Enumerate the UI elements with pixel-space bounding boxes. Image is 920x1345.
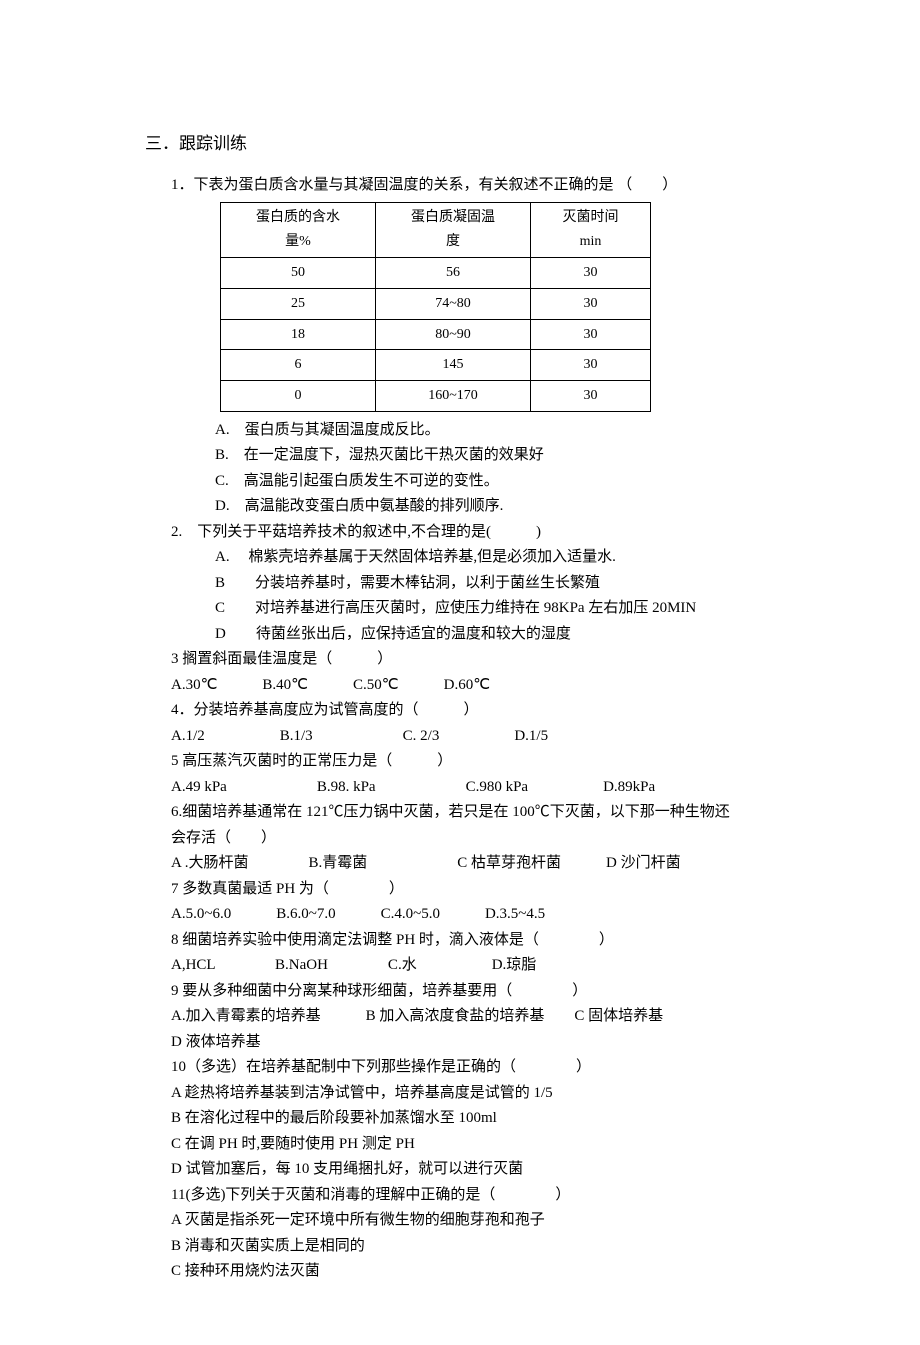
q10-option: D 试管加塞后，每 10 支用绳捆扎好，就可以进行灭菌	[145, 1157, 775, 1183]
q11-option: B 消毒和灭菌实质上是相同的	[145, 1234, 775, 1260]
q1-option: C. 高温能引起蛋白质发生不可逆的变性。	[145, 469, 775, 495]
q1-stem: 1．下表为蛋白质含水量与其凝固温度的关系，有关叙述不正确的是 （ ）	[145, 173, 775, 199]
q10-option: B 在溶化过程中的最后阶段要补加蒸馏水至 100ml	[145, 1106, 775, 1132]
q10-option: A 趁热将培养基装到洁净试管中，培养基高度是试管的 1/5	[145, 1081, 775, 1107]
table-cell: 50	[221, 257, 376, 288]
table-cell: 25	[221, 288, 376, 319]
q9-stem: 9 要从多种细菌中分离某种球形细菌，培养基要用（ ）	[145, 979, 775, 1005]
q3-choices: A.30℃ B.40℃ C.50℃ D.60℃	[145, 673, 775, 699]
q4-stem: 4．分装培养基高度应为试管高度的（ ）	[145, 698, 775, 724]
q6-stem: 会存活（ ）	[145, 826, 775, 852]
q5-stem: 5 高压蒸汽灭菌时的正常压力是（ ）	[145, 749, 775, 775]
q11-option: A 灭菌是指杀死一定环境中所有微生物的细胞芽孢和孢子	[145, 1208, 775, 1234]
table-header: 蛋白质的含水量%	[221, 203, 376, 258]
table-cell: 6	[221, 350, 376, 381]
q2-option: C 对培养基进行高压灭菌时，应使压力维持在 98KPa 左右加压 20MIN	[145, 596, 775, 622]
q6-stem: 6.细菌培养基通常在 121℃压力锅中灭菌，若只是在 100℃下灭菌，以下那一种…	[145, 800, 775, 826]
table-cell: 30	[531, 319, 651, 350]
q1-option: B. 在一定温度下，湿热灭菌比干热灭菌的效果好	[145, 443, 775, 469]
q2-stem: 2. 下列关于平菇培养技术的叙述中,不合理的是( )	[145, 520, 775, 546]
table-cell: 30	[531, 257, 651, 288]
table-cell: 0	[221, 381, 376, 412]
section-heading: 三．跟踪训练	[145, 130, 775, 159]
q10-stem: 10（多选）在培养基配制中下列那些操作是正确的（ ）	[145, 1055, 775, 1081]
table-cell: 30	[531, 350, 651, 381]
q11-option: C 接种环用烧灼法灭菌	[145, 1259, 775, 1285]
q2-option: D 待菌丝张出后，应保持适宜的温度和较大的湿度	[145, 622, 775, 648]
q11-stem: 11(多选)下列关于灭菌和消毒的理解中正确的是（ ）	[145, 1183, 775, 1209]
table-cell: 80~90	[376, 319, 531, 350]
table-cell: 74~80	[376, 288, 531, 319]
table-cell: 56	[376, 257, 531, 288]
q1-table: 蛋白质的含水量% 蛋白质凝固温度 灭菌时间 min 505630 2574~80…	[220, 202, 651, 412]
q10-option: C 在调 PH 时,要随时使用 PH 测定 PH	[145, 1132, 775, 1158]
table-cell: 30	[531, 381, 651, 412]
q9-choices: A.加入青霉素的培养基 B 加入高浓度食盐的培养基 C 固体培养基	[145, 1004, 775, 1030]
q1-option: D. 高温能改变蛋白质中氨基酸的排列顺序.	[145, 494, 775, 520]
q8-choices: A,HCL B.NaOH C.水 D.琼脂	[145, 953, 775, 979]
q6-choices: A .大肠杆菌 B.青霉菌 C 枯草芽孢杆菌 D 沙门杆菌	[145, 851, 775, 877]
table-cell: 30	[531, 288, 651, 319]
q2-option: A. 棉紫壳培养基属于天然固体培养基,但是必须加入适量水.	[145, 545, 775, 571]
q1-option: A. 蛋白质与其凝固温度成反比。	[145, 418, 775, 444]
q9-choices: D 液体培养基	[145, 1030, 775, 1056]
q7-stem: 7 多数真菌最适 PH 为（ ）	[145, 877, 775, 903]
table-cell: 160~170	[376, 381, 531, 412]
q8-stem: 8 细菌培养实验中使用滴定法调整 PH 时，滴入液体是（ ）	[145, 928, 775, 954]
q5-choices: A.49 kPa B.98. kPa C.980 kPa D.89kPa	[145, 775, 775, 801]
table-header: 蛋白质凝固温度	[376, 203, 531, 258]
table-cell: 18	[221, 319, 376, 350]
q4-choices: A.1/2 B.1/3 C. 2/3 D.1/5	[145, 724, 775, 750]
q2-option: B 分装培养基时，需要木棒钻洞，以利于菌丝生长繁殖	[145, 571, 775, 597]
q3-stem: 3 搁置斜面最佳温度是（ ）	[145, 647, 775, 673]
table-header: 灭菌时间 min	[531, 203, 651, 258]
table-cell: 145	[376, 350, 531, 381]
q7-choices: A.5.0~6.0 B.6.0~7.0 C.4.0~5.0 D.3.5~4.5	[145, 902, 775, 928]
